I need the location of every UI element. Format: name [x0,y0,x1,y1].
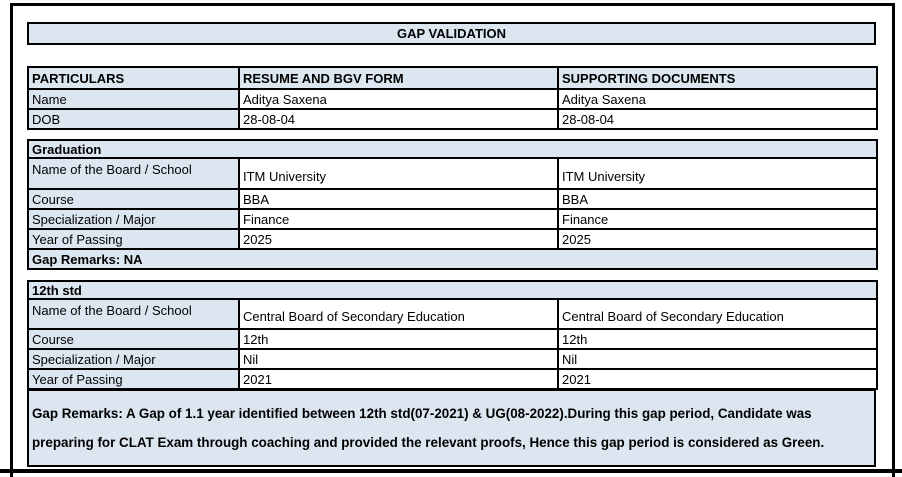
table-row-board-school: Name of the Board / School Central Board… [27,298,878,330]
graduation-table: Graduation Name of the Board / School IT… [27,139,878,270]
document-title-bar: GAP VALIDATION [27,22,876,45]
year-supporting-value: 2021 [557,368,878,390]
board-school-resume-value: ITM University [238,157,559,190]
column-header-supporting-docs: SUPPORTING DOCUMENTS [557,66,878,90]
row-label-board-school: Name of the Board / School [27,298,240,330]
course-resume-value: 12th [238,328,559,350]
specialization-resume-value: Finance [238,208,559,230]
board-school-supporting-value: ITM University [557,157,878,190]
year-supporting-value: 2025 [557,228,878,250]
table-row-specialization: Specialization / Major Finance Finance [27,208,878,230]
graduation-gap-remarks: Gap Remarks: NA [27,248,878,270]
row-label-name: Name [27,88,240,110]
final-gap-remarks-text: Gap Remarks: A Gap of 1.1 year identifie… [32,406,825,450]
row-label-year-of-passing: Year of Passing [27,368,240,390]
page-title: GAP VALIDATION [396,26,507,41]
final-gap-remarks-box: Gap Remarks: A Gap of 1.1 year identifie… [27,389,876,467]
column-header-particulars: PARTICULARS [27,66,240,90]
year-resume-value: 2021 [238,368,559,390]
year-resume-value: 2025 [238,228,559,250]
graduation-gap-remarks-row: Gap Remarks: NA [27,248,878,270]
table-row-dob: DOB 28-08-04 28-08-04 [27,108,878,130]
row-label-specialization: Specialization / Major [27,348,240,370]
row-label-course: Course [27,328,240,350]
twelfth-std-table: 12th std Name of the Board / School Cent… [27,280,878,390]
course-resume-value: BBA [238,188,559,210]
graduation-heading: Graduation [27,139,878,159]
twelfth-std-heading: 12th std [27,280,878,300]
table-row-course: Course BBA BBA [27,188,878,210]
row-label-course: Course [27,188,240,210]
table-row-year-of-passing: Year of Passing 2025 2025 [27,228,878,250]
table-row-board-school: Name of the Board / School ITM Universit… [27,157,878,190]
row-label-dob: DOB [27,108,240,130]
table-row-name: Name Aditya Saxena Aditya Saxena [27,88,878,110]
page-border-frame [10,3,895,477]
board-school-supporting-value: Central Board of Secondary Education [557,298,878,330]
name-resume-value: Aditya Saxena [238,88,559,110]
section-header-12th-std: 12th std [27,280,878,300]
course-supporting-value: 12th [557,328,878,350]
table-row-year-of-passing: Year of Passing 2021 2021 [27,368,878,390]
bottom-divider [0,469,902,473]
row-label-specialization: Specialization / Major [27,208,240,230]
dob-supporting-value: 28-08-04 [557,108,878,130]
row-label-board-school: Name of the Board / School [27,157,240,190]
specialization-supporting-value: Finance [557,208,878,230]
row-label-year-of-passing: Year of Passing [27,228,240,250]
section-header-graduation: Graduation [27,139,878,159]
name-supporting-value: Aditya Saxena [557,88,878,110]
table-row-course: Course 12th 12th [27,328,878,350]
specialization-resume-value: Nil [238,348,559,370]
identity-table: PARTICULARS RESUME AND BGV FORM SUPPORTI… [27,66,878,130]
board-school-resume-value: Central Board of Secondary Education [238,298,559,330]
table-row-specialization: Specialization / Major Nil Nil [27,348,878,370]
table-header-row: PARTICULARS RESUME AND BGV FORM SUPPORTI… [27,66,878,90]
specialization-supporting-value: Nil [557,348,878,370]
column-header-resume-bgv: RESUME AND BGV FORM [238,66,559,90]
dob-resume-value: 28-08-04 [238,108,559,130]
course-supporting-value: BBA [557,188,878,210]
